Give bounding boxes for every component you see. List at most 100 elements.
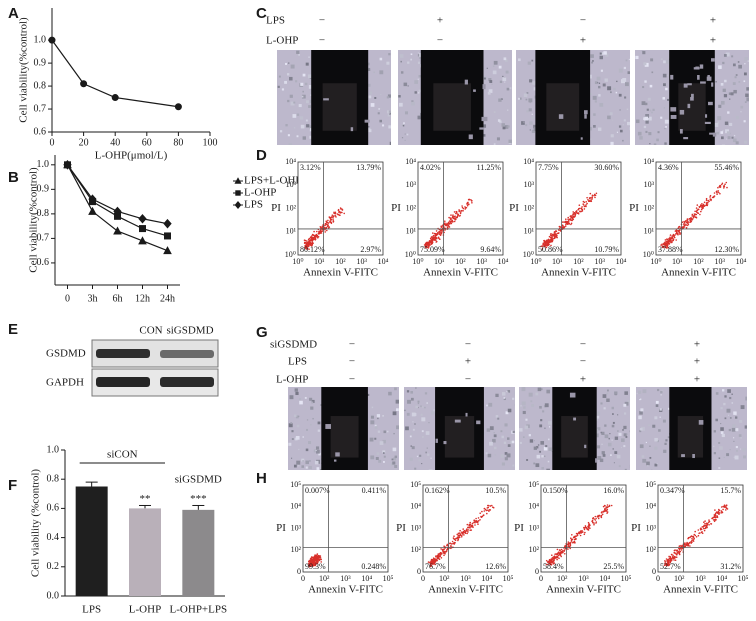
event-dot [552,236,554,238]
cell-texture [289,143,292,145]
event-dot [435,556,437,558]
cell-texture [725,122,728,125]
x-tick-label: 0 [421,574,425,583]
cell-texture [370,420,374,424]
cell-fragment [584,110,588,114]
y-axis-label: Cell viability (%control) [30,469,42,577]
cell-texture [640,408,643,411]
event-dot [470,525,472,527]
event-dot [586,527,588,529]
event-dot [453,535,455,537]
event-dot [702,205,704,207]
cell-texture [639,136,642,139]
event-dot [570,544,572,546]
x-tick-label: 10² [573,257,584,266]
cell-texture [518,98,520,100]
event-dot [438,556,440,558]
event-dot [450,218,452,220]
marker [236,191,240,195]
cell-texture [287,100,289,102]
event-dot [582,203,584,205]
event-dot [446,551,448,553]
y-tick-label: 0 [535,567,539,576]
panel-label: G [256,324,268,341]
event-dot [440,230,442,232]
cell-texture [287,73,289,75]
event-dot [571,220,573,222]
cell-texture [379,120,382,123]
condition-sign: − [465,339,471,351]
cell-texture [724,80,727,83]
event-dot [543,242,545,244]
cell-texture [412,421,413,422]
cell-texture [656,404,659,407]
cell-texture [502,462,505,465]
group-label: siCON [107,449,138,461]
event-dot [592,522,594,524]
cell-texture [304,408,306,410]
marker [164,247,171,254]
cell-texture [597,77,601,81]
y-tick-label: 10³ [646,523,657,532]
x-axis-label: Annexin V-FITC [546,584,621,596]
cell-texture [414,468,416,470]
event-dot [325,224,327,226]
cell-texture [729,123,732,126]
cell-fragment [708,102,713,105]
cell-texture [301,125,305,129]
cell-fragment [595,458,597,462]
cell-texture [387,96,389,98]
event-dot [313,239,315,241]
cell-texture [502,76,503,77]
cell-texture [643,389,647,393]
cell-texture [312,418,313,419]
event-dot [465,531,467,533]
event-dot [439,233,441,235]
event-dot [469,524,471,526]
cell-texture [403,122,405,124]
cell-texture [418,459,420,461]
event-dot [678,231,680,233]
condition-sign: + [694,374,700,386]
cell-texture [525,426,529,430]
cell-texture [723,89,726,92]
event-dot [726,505,728,507]
wound-glow [433,83,471,131]
event-dot [690,536,692,538]
event-dot [581,530,583,532]
cell-texture [621,438,625,442]
event-dot [714,192,716,194]
event-dot [715,513,717,515]
event-dot [696,207,698,209]
event-dot [462,210,464,212]
event-dot [331,219,333,221]
event-dot [704,205,706,207]
cell-texture [377,452,380,455]
x-tick-label: 10¹ [434,257,445,266]
event-dot [693,537,695,539]
event-dot [671,558,673,560]
cell-texture [732,424,735,427]
y-tick-label: 0.8 [47,473,60,484]
y-tick-label: 10⁵ [290,480,301,489]
event-dot [676,229,678,231]
cell-texture [590,93,592,95]
cell-texture [745,101,747,103]
event-dot [450,214,452,216]
event-dot [310,238,312,240]
cell-texture [663,420,666,423]
cell-texture [719,457,721,459]
cell-texture [736,74,738,76]
event-dot [455,540,457,542]
cell-texture [380,94,381,95]
cell-texture [638,391,641,394]
cell-texture [541,467,544,470]
event-dot [562,550,564,552]
cell-texture [305,461,309,465]
cell-texture [488,454,492,458]
cell-texture [601,444,602,445]
event-dot [458,211,460,213]
cell-texture [619,125,621,127]
cell-texture [306,120,308,122]
event-dot [454,211,456,213]
